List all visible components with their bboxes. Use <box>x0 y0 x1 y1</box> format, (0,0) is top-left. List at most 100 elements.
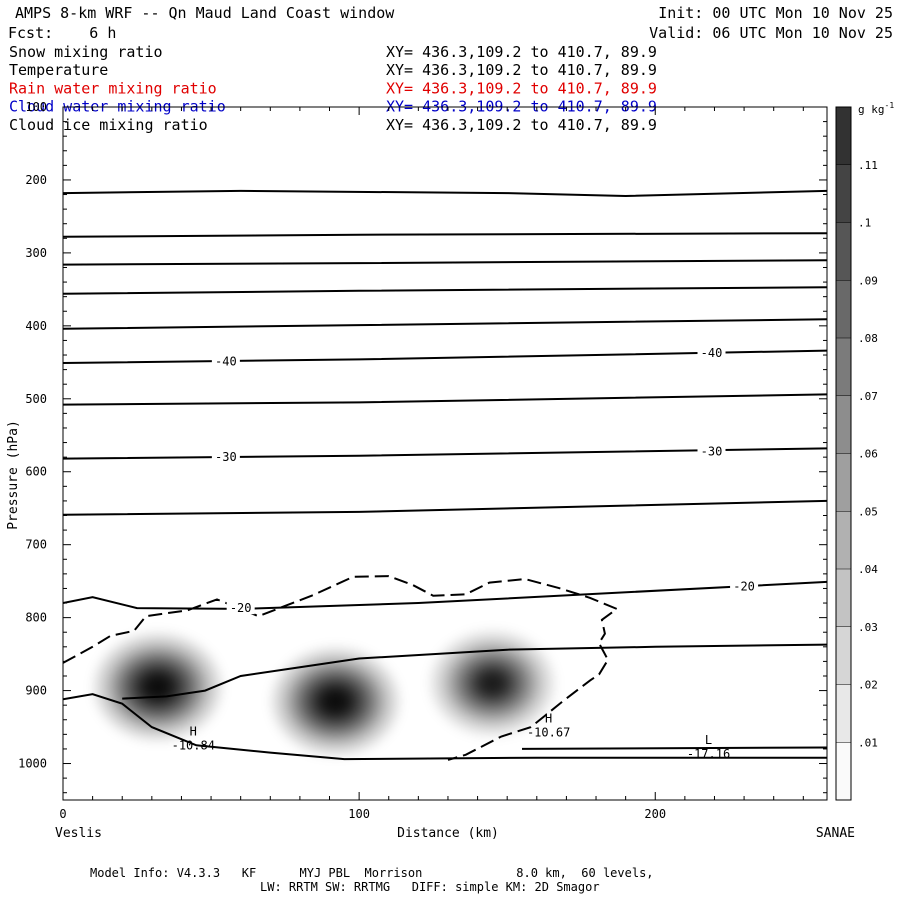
contour-label-bg <box>211 450 240 464</box>
colorbar-label: .06 <box>858 448 878 461</box>
colorbar-label: .02 <box>858 679 878 692</box>
extremum-type: H <box>545 711 552 725</box>
y-tick-label: 900 <box>25 684 47 698</box>
temperature-isotherms <box>63 189 827 761</box>
x-axis: 0 100 200 <box>59 107 804 821</box>
y-tick-label: 800 <box>25 611 47 625</box>
colorbar-swatch <box>836 453 851 512</box>
colorbar-label: .04 <box>858 563 878 576</box>
y-axis: 100 200 300 400 500 600 700 800 900 1000 <box>18 100 827 794</box>
colorbar-swatch <box>836 280 851 338</box>
contour-label-bg <box>211 354 240 368</box>
snow-maximum-shade <box>478 671 506 695</box>
x-tick-label: 0 <box>59 807 66 821</box>
colorbar-label: .11 <box>858 159 878 172</box>
snow-maximum-shade <box>143 674 172 699</box>
isotherm-line <box>63 259 827 266</box>
field-legend: Snow mixing ratio XY= 436.3,109.2 to 410.… <box>9 43 657 134</box>
isotherm-line <box>63 393 827 406</box>
y-tick-label: 700 <box>25 538 47 552</box>
extremum-value: -10.84 <box>172 738 215 752</box>
figure-title: AMPS 8-km WRF -- Qn Maud Land Coast wind… <box>15 4 395 22</box>
y-tick-label: 300 <box>25 246 47 260</box>
right-endpoint-label: SANAE <box>816 826 855 841</box>
x-tick-label: 100 <box>348 807 370 821</box>
colorbar-label: .09 <box>858 274 878 287</box>
cloud-ice-contour <box>63 575 619 761</box>
plot-frame <box>62 106 828 801</box>
isotherm-line <box>63 286 827 295</box>
extremum-value: -10.67 <box>527 725 570 739</box>
model-info-line2: LW: RRTM SW: RRTMG DIFF: simple KM: 2D S… <box>260 880 600 894</box>
left-endpoint-label: Veslis <box>55 826 102 841</box>
y-tick-label: 500 <box>25 392 47 406</box>
isotherm-line <box>63 232 827 238</box>
isotherm-line <box>63 189 827 198</box>
colorbar-swatch <box>836 511 851 569</box>
field-name: Temperature <box>9 61 108 79</box>
colorbar-swatch <box>836 569 851 627</box>
contour-labels: -40 -40 -30 -30 -20 -20 <box>211 345 759 615</box>
field-xy: XY= 436.3,109.2 to 410.7, 89.9 <box>386 116 657 134</box>
field-xy: XY= 436.3,109.2 to 410.7, 89.9 <box>386 79 657 97</box>
isotherm-line <box>63 693 827 761</box>
contour-label: -20 <box>733 579 755 593</box>
colorbar-label: .03 <box>858 621 878 634</box>
contour-label-bg <box>697 444 726 458</box>
colorbar-swatch <box>836 395 851 454</box>
y-tick-label: 100 <box>25 100 47 114</box>
model-info-line1: Model Info: V4.3.3 KF MYJ PBL Morrison 8… <box>90 866 654 880</box>
contour-label: -40 <box>215 355 237 369</box>
colorbar: .01 .02 .03 .04 .05 .06 .07 .08 .09 .1 .11 <box>835 106 878 801</box>
contour-label: -20 <box>230 601 252 615</box>
forecast-hour: Fcst: 6 h <box>8 24 116 42</box>
snow-mixing-ratio-shading <box>95 632 553 754</box>
isotherm-line <box>63 318 827 330</box>
colorbar-swatch <box>836 107 851 165</box>
isotherm-line <box>63 447 827 460</box>
isotherm-line <box>63 580 827 610</box>
contour-label: -30 <box>215 450 237 464</box>
field-name: Cloud ice mixing ratio <box>9 116 208 134</box>
colorbar-swatch <box>836 164 851 223</box>
colorbar-label: .08 <box>858 332 878 345</box>
contour-label: -30 <box>701 444 723 458</box>
colorbar-swatch <box>836 626 851 685</box>
colorbar-swatch <box>836 338 851 396</box>
y-tick-label: 400 <box>25 319 47 333</box>
extremum-value: -17.16 <box>687 747 730 761</box>
colorbar-swatch <box>836 742 851 800</box>
y-tick-label: 200 <box>25 173 47 187</box>
valid-time: Valid: 06 UTC Mon 10 Nov 25 <box>649 24 893 42</box>
contour-label-bg <box>226 601 255 615</box>
contour-label: -40 <box>701 346 723 360</box>
isotherm-line <box>122 643 827 700</box>
y-axis-label: Pressure (hPa) <box>6 420 21 530</box>
contour-label-bg <box>697 345 726 359</box>
colorbar-label: .01 <box>858 736 878 749</box>
colorbar-swatch <box>836 222 851 281</box>
extremum-type: H <box>190 724 197 738</box>
colorbar-swatch <box>836 684 851 743</box>
field-xy: XY= 436.3,109.2 to 410.7, 89.9 <box>386 43 657 61</box>
isotherm-line <box>521 746 827 750</box>
y-tick-label: 1000 <box>18 757 47 771</box>
y-tick-label: 600 <box>25 465 47 479</box>
x-axis-label: Distance (km) <box>397 826 499 841</box>
colorbar-label: .1 <box>858 217 871 230</box>
colorbar-label: .05 <box>858 505 878 518</box>
field-name: Rain water mixing ratio <box>9 79 217 97</box>
colorbar-label: .07 <box>858 390 878 403</box>
extremum-type: L <box>705 733 712 747</box>
field-name: Snow mixing ratio <box>9 43 163 61</box>
contour-label-bg <box>730 579 759 593</box>
snow-maximum-shade <box>321 689 350 714</box>
extrema-markers: H-10.84H-10.67L-17.16 <box>172 711 731 761</box>
init-time: Init: 00 UTC Mon 10 Nov 25 <box>658 4 893 22</box>
field-xy: XY= 436.3,109.2 to 410.7, 89.9 <box>386 61 657 79</box>
isotherm-line <box>63 349 827 364</box>
x-tick-label: 200 <box>644 807 666 821</box>
isotherm-line <box>63 499 827 516</box>
colorbar-units: g kg-1 <box>858 101 894 116</box>
